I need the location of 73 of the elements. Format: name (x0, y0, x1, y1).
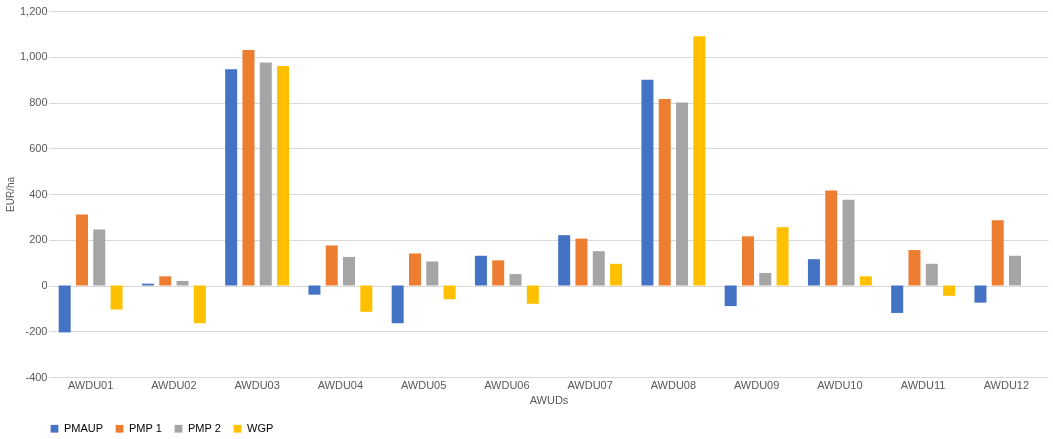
bar (75, 214, 88, 286)
x-tick-label: AWDU08 (650, 378, 697, 391)
y-tick-label: -200 (25, 324, 48, 337)
bar (443, 285, 456, 300)
y-axis-title: EUR/ha (4, 176, 16, 213)
bar (110, 285, 123, 310)
x-tick-label: AWDU04 (317, 378, 364, 391)
legend-label: PMP 2 (188, 421, 221, 434)
bar (676, 102, 689, 286)
bar (724, 285, 737, 307)
bar (408, 253, 421, 286)
bar (859, 276, 872, 286)
bar (974, 285, 987, 303)
bar (277, 65, 290, 286)
bar (943, 285, 956, 296)
bar (159, 276, 172, 286)
bar (474, 255, 487, 286)
bar (908, 250, 921, 286)
legend-label: WGP (247, 421, 274, 434)
x-tick-label: AWDU09 (733, 378, 780, 391)
bar (825, 190, 838, 286)
bar (693, 36, 706, 286)
bar (807, 259, 820, 286)
x-axis-title: AWUDs (529, 393, 569, 406)
bar (891, 285, 904, 313)
bar (991, 220, 1004, 286)
bar (360, 285, 373, 312)
bar (759, 272, 772, 286)
bar (308, 285, 321, 295)
bar (558, 235, 571, 286)
bar (343, 256, 356, 286)
bar (325, 245, 338, 286)
bar (776, 227, 789, 286)
bar (592, 251, 605, 286)
x-tick-label: AWDU03 (234, 378, 280, 391)
y-tick-label: 800 (29, 96, 48, 108)
bar (176, 280, 189, 286)
bar (925, 263, 938, 286)
y-tick-label: 400 (29, 187, 48, 200)
bar (193, 285, 206, 324)
bar (658, 99, 671, 286)
bar (93, 229, 106, 286)
legend-label: PMAUP (64, 421, 104, 434)
bar (509, 274, 522, 286)
bar (526, 285, 539, 304)
y-tick-label: 1,000 (19, 50, 48, 63)
bar (58, 285, 71, 333)
bar (641, 79, 654, 286)
bar (259, 62, 272, 286)
bar (842, 199, 855, 286)
y-tick-label: 1,200 (19, 4, 48, 17)
bar (575, 238, 588, 286)
y-tick-label: 200 (29, 233, 48, 246)
y-tick-label: 0 (41, 279, 48, 291)
bar (1009, 255, 1022, 286)
bar (225, 69, 238, 286)
bar (610, 263, 623, 286)
x-tick-label: AWDU10 (817, 378, 863, 391)
x-tick-label: AWDU05 (400, 378, 447, 391)
y-tick-label: 600 (29, 141, 48, 154)
x-tick-label: AWDU07 (567, 378, 613, 391)
x-tick-label: AWDU12 (983, 378, 1030, 391)
legend-label: PMP 1 (129, 421, 162, 434)
bar (741, 236, 754, 286)
bar (492, 260, 505, 286)
x-tick-label: AWDU11 (900, 378, 946, 391)
bar (391, 285, 404, 324)
x-tick-label: AWDU01 (67, 378, 114, 391)
bar (426, 261, 439, 286)
bar (242, 49, 255, 286)
x-tick-label: AWDU06 (484, 378, 530, 391)
y-tick-label: -400 (25, 370, 48, 383)
x-tick-label: AWDU02 (151, 378, 197, 391)
